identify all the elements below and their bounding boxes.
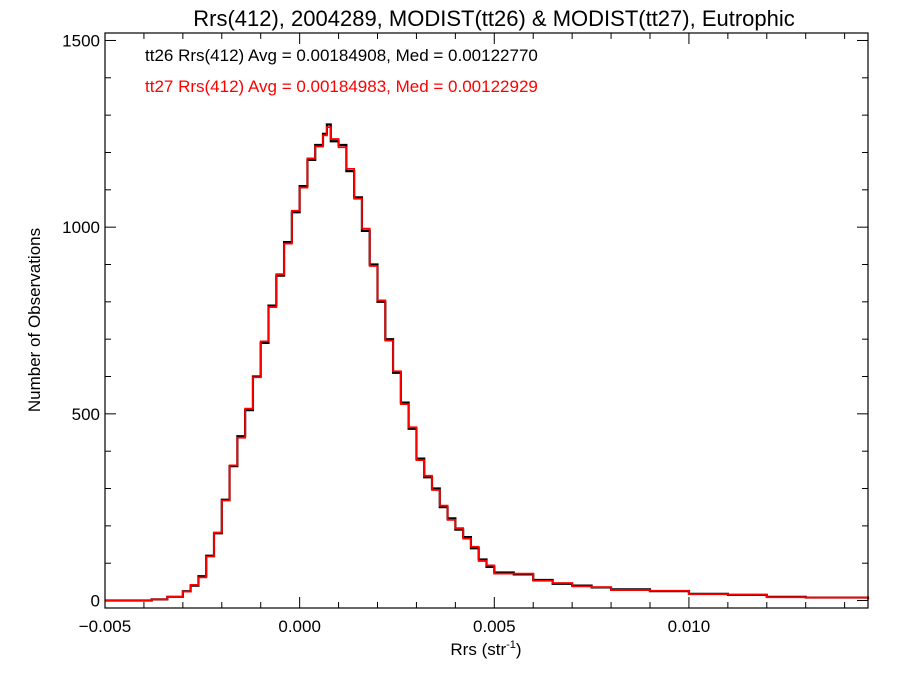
series-tt26-line [105, 123, 870, 602]
axis-ticks [104, 33, 868, 608]
x-axis-title-superscript: -1 [506, 639, 516, 651]
y-tick-label: 500 [72, 405, 100, 424]
x-tick-label: −0.005 [79, 617, 131, 636]
y-tick-label: 1000 [62, 218, 100, 237]
annotation-tt26: tt26 Rrs(412) Avg = 0.00184908, Med = 0.… [145, 46, 538, 65]
annotation-tt27: tt27 Rrs(412) Avg = 0.00184983, Med = 0.… [145, 77, 538, 96]
y-axis-title: Number of Observations [25, 228, 44, 412]
y-tick-label: 0 [91, 592, 100, 611]
x-axis-title: Rrs (str-1) [450, 639, 521, 659]
x-tick-label: 0.000 [278, 617, 321, 636]
series-tt27-line [105, 126, 869, 602]
tick-labels: −0.005 0.000 0.005 0.010 0 500 1000 1500 [62, 31, 710, 636]
series-group [105, 123, 870, 602]
plot-area-frame [104, 32, 869, 609]
x-axis-title-end: ) [516, 640, 522, 659]
chart-title: Rrs(412), 2004289, MODIST(tt26) & MODIST… [193, 6, 795, 31]
x-axis-title-base: Rrs (str [450, 640, 506, 659]
x-tick-label: 0.010 [668, 617, 711, 636]
y-tick-label: 1500 [62, 31, 100, 50]
x-tick-label: 0.005 [473, 617, 516, 636]
